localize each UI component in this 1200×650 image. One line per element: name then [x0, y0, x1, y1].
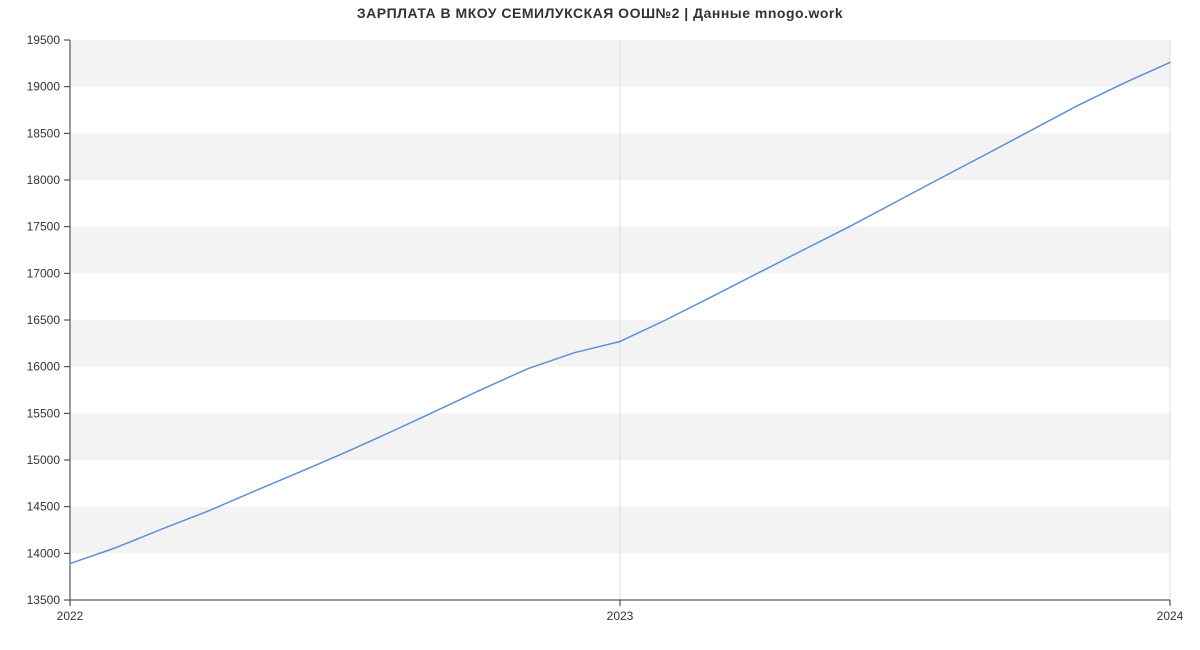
svg-text:15500: 15500 [27, 406, 61, 420]
svg-text:17000: 17000 [27, 266, 61, 280]
svg-text:16000: 16000 [27, 360, 61, 374]
svg-text:13500: 13500 [27, 593, 61, 607]
svg-text:18000: 18000 [27, 173, 61, 187]
svg-text:18500: 18500 [27, 126, 61, 140]
svg-text:2024: 2024 [1157, 609, 1184, 623]
svg-text:16500: 16500 [27, 313, 61, 327]
svg-text:19000: 19000 [27, 80, 61, 94]
chart-container: ЗАРПЛАТА В МКОУ СЕМИЛУКСКАЯ ООШ№2 | Данн… [0, 0, 1200, 650]
line-chart: 13500 14000 14500 15000 15500 16000 16500 17000… [0, 0, 1200, 650]
svg-text:2023: 2023 [607, 609, 634, 623]
svg-text:14000: 14000 [27, 546, 61, 560]
svg-text:2022: 2022 [57, 609, 84, 623]
svg-text:19500: 19500 [27, 33, 61, 47]
chart-title: ЗАРПЛАТА В МКОУ СЕМИЛУКСКАЯ ООШ№2 | Данн… [0, 5, 1200, 21]
svg-text:17500: 17500 [27, 220, 61, 234]
svg-text:14500: 14500 [27, 500, 61, 514]
svg-text:15000: 15000 [27, 453, 61, 467]
